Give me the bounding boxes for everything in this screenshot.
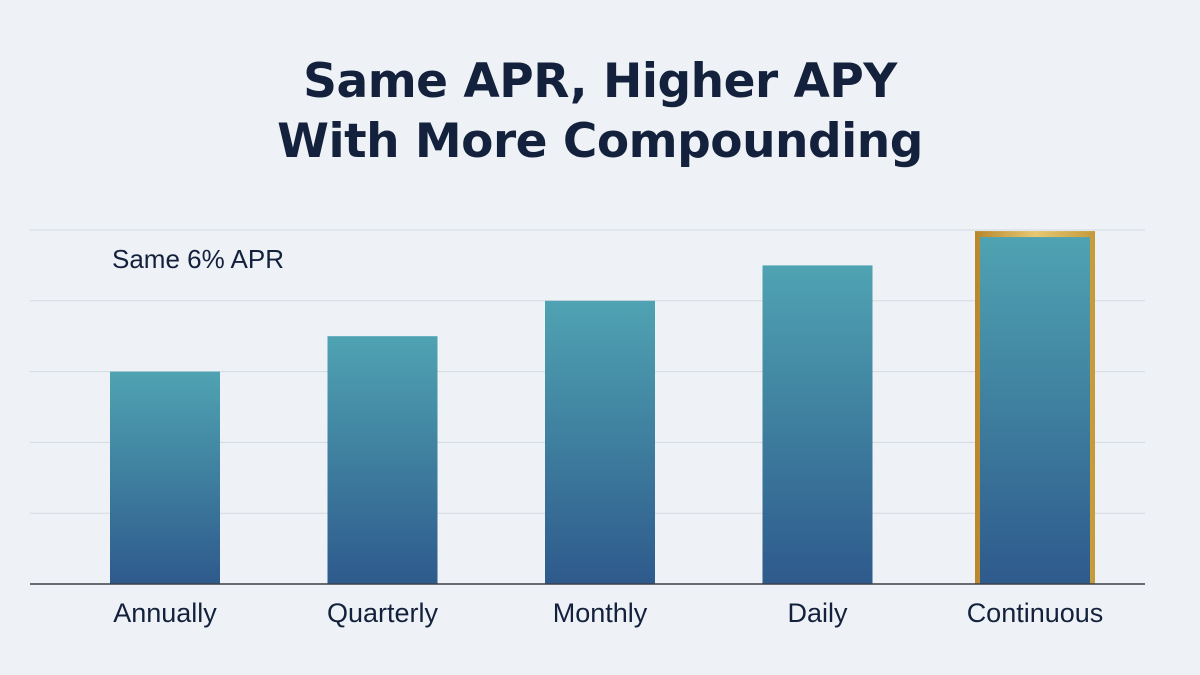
chart-title-line-1: Same APR, Higher APY — [303, 54, 897, 109]
x-tick-label: Monthly — [553, 598, 648, 628]
chart-title-line-2: With More Compounding — [277, 114, 923, 169]
bar-daily — [762, 265, 873, 584]
chart-annotation: Same 6% APR — [112, 244, 284, 274]
x-tick-label: Daily — [787, 598, 848, 628]
bar-monthly — [545, 300, 655, 584]
x-tick-label: Continuous — [967, 598, 1104, 628]
bar-continuous — [980, 237, 1090, 584]
x-tick-label: Annually — [113, 598, 217, 628]
bar-quarterly — [327, 336, 438, 584]
bar-annually — [110, 371, 220, 584]
chart-title: Same APR, Higher APY With More Compoundi… — [0, 52, 1200, 172]
x-tick-label: Quarterly — [327, 598, 439, 628]
